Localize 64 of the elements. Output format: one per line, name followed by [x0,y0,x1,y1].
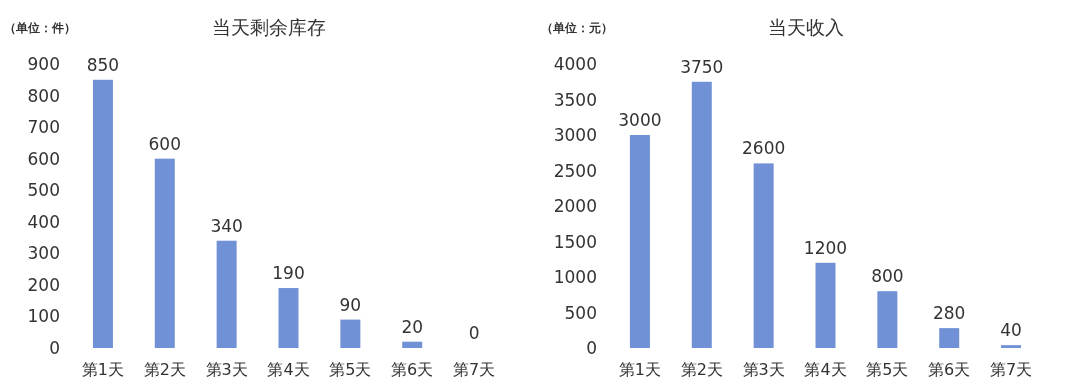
data-label: 3000 [618,110,662,130]
y-tick-label: 1500 [553,231,597,252]
x-tick-label: 第2天 [143,360,186,379]
bar [92,79,113,348]
x-tick-label: 第7天 [452,360,496,379]
y-tick-label: 200 [27,274,60,295]
bar [216,240,237,348]
y-tick-label: 900 [27,54,60,74]
bar [340,319,361,348]
x-tick-label: 第1天 [81,360,125,379]
y-tick-label: 0 [49,338,60,358]
data-label: 600 [148,133,182,154]
x-tick-label: 第6天 [928,360,971,379]
data-label: 40 [1000,320,1022,341]
x-tick-label: 第6天 [391,360,434,379]
y-tick-label: 0 [586,338,597,358]
x-tick-label: 第4天 [804,360,847,379]
x-tick-label: 第1天 [618,360,662,379]
data-label: 20 [401,316,424,337]
x-tick-label: 第5天 [329,360,372,379]
x-tick-label: 第3天 [742,360,785,379]
bar [402,341,423,348]
bar [691,81,712,348]
data-label: 280 [932,303,966,324]
text: （单位：件） [4,21,76,35]
y-tick-label: 4000 [553,54,597,74]
chart-title: 当天剩余库存 [211,16,326,38]
data-label: 190 [272,263,305,284]
bar [629,135,650,348]
bar [877,291,898,348]
data-label: 1200 [803,237,848,258]
bar [154,158,175,348]
bar [753,163,774,348]
y-tick-label: 100 [27,306,60,327]
x-tick-label: 第2天 [680,360,723,379]
data-label: 0 [468,323,480,343]
bar [278,288,299,348]
y-tick-label: 1000 [553,267,597,287]
data-label: 2600 [742,138,786,159]
y-tick-label: 600 [27,148,60,169]
x-tick-label: 第4天 [267,360,310,379]
y-tick-label: 3500 [553,89,597,110]
y-tick-label: 800 [27,85,60,106]
y-tick-label: 500 [27,180,60,201]
y-tick-label: 2500 [553,160,597,181]
chart-title: 当天收入 [767,16,844,38]
data-label: 800 [871,266,904,287]
data-label: 850 [86,54,120,75]
bar [939,328,960,348]
data-label: 90 [339,294,362,315]
x-tick-label: 第7天 [989,360,1033,379]
y-tick-label: 2000 [553,196,597,216]
bar [815,262,836,348]
bar [1001,345,1022,348]
text: （单位：元） [541,21,613,35]
data-label: 340 [210,215,243,236]
y-tick-label: 3000 [553,125,597,145]
data-label: 3750 [680,56,724,77]
y-tick-label: 300 [27,243,60,264]
y-tick-label: 400 [27,211,60,232]
x-tick-label: 第3天 [205,360,248,379]
y-tick-label: 700 [27,117,60,138]
x-tick-label: 第5天 [866,360,909,379]
y-tick-label: 500 [564,302,597,323]
